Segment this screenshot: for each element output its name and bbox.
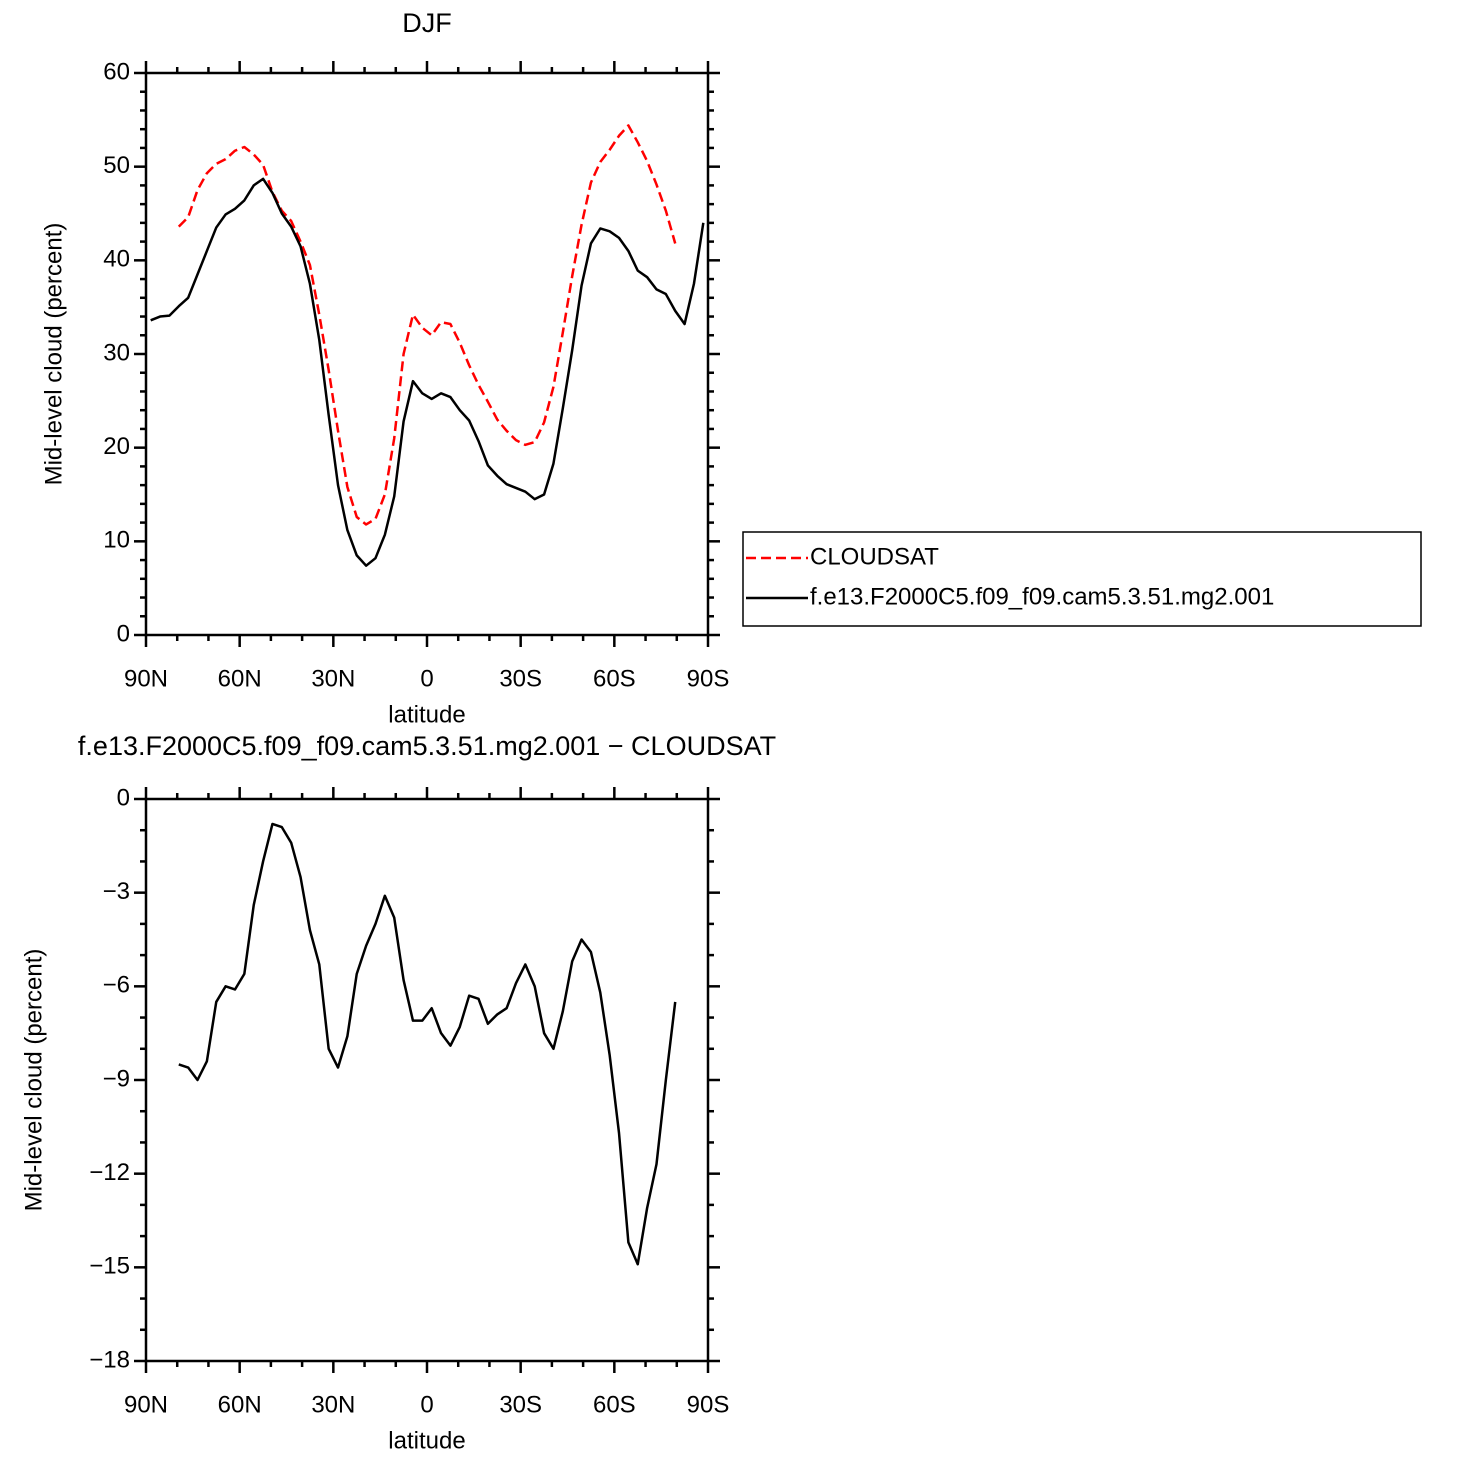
data-line: [178, 822, 677, 1266]
plot-frame: [144, 71, 710, 637]
y-tick-label: 10: [103, 527, 130, 554]
y-tick-label: 40: [103, 246, 130, 273]
y-tick-label: 60: [103, 58, 130, 85]
x-tick-label: 90N: [124, 1391, 168, 1418]
y-tick-label: 0: [117, 620, 130, 647]
y-tick-label: −9: [103, 1065, 130, 1092]
plot-frame: [144, 797, 710, 1363]
x-tick-label: 90S: [687, 1391, 730, 1418]
x-axis-label: latitude: [388, 701, 465, 728]
x-tick-label: 30N: [311, 1391, 355, 1418]
x-tick-label: 60S: [593, 665, 636, 692]
legend-label: f.e13.F2000C5.f09_f09.cam5.3.51.mg2.001: [810, 583, 1274, 610]
y-tick-label: −3: [103, 878, 130, 905]
x-tick-label: 90N: [124, 665, 168, 692]
x-tick-label: 0: [420, 665, 433, 692]
x-axis-label: latitude: [388, 1427, 465, 1454]
x-tick-label: 60N: [218, 665, 262, 692]
x-tick-label: 60S: [593, 1391, 636, 1418]
y-tick-label: 30: [103, 339, 130, 366]
chart-title: DJF: [402, 8, 452, 38]
y-tick-label: −12: [89, 1159, 130, 1186]
y-tick-label: −15: [89, 1253, 130, 1280]
data-line: [177, 124, 677, 526]
y-axis-label: Mid-level cloud (percent): [20, 949, 47, 1212]
y-tick-label: 20: [103, 433, 130, 460]
data-line: [150, 177, 705, 567]
x-tick-label: 30S: [499, 665, 542, 692]
x-tick-label: 30S: [499, 1391, 542, 1418]
legend-label: CLOUDSAT: [810, 543, 939, 570]
y-tick-label: 0: [117, 784, 130, 811]
legend-box: [742, 531, 1422, 627]
y-axis-label: Mid-level cloud (percent): [40, 223, 67, 486]
x-tick-label: 0: [420, 1391, 433, 1418]
x-tick-label: 30N: [311, 665, 355, 692]
x-tick-label: 90S: [687, 665, 730, 692]
y-tick-label: −18: [89, 1346, 130, 1373]
chart-title: f.e13.F2000C5.f09_f09.cam5.3.51.mg2.001 …: [78, 731, 776, 761]
x-tick-label: 60N: [218, 1391, 262, 1418]
y-tick-label: −6: [103, 972, 130, 999]
y-tick-label: 50: [103, 152, 130, 179]
